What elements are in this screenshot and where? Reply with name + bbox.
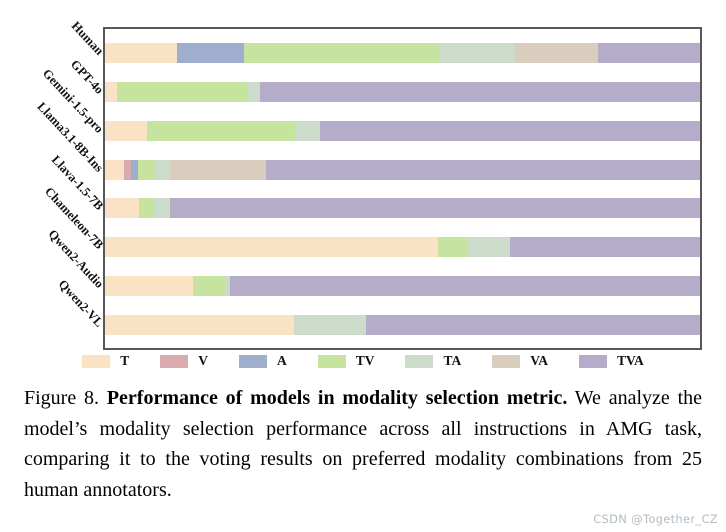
figure-caption: Figure 8. Performance of models in modal… (24, 383, 702, 505)
bar-segment-T (105, 315, 295, 336)
bar-segment-VA (170, 159, 266, 180)
bar-segment-TA (153, 198, 170, 219)
legend-item-T: T (82, 353, 129, 369)
bar-segment-TA (247, 81, 260, 102)
legend-item-A: A (238, 353, 287, 369)
bar-segment-T (105, 43, 177, 63)
bar-segment-T (105, 120, 148, 141)
bar-row-chameleon-7b (105, 237, 700, 258)
legend-label-TVA: TVA (617, 353, 644, 368)
bar-segment-T (105, 198, 139, 219)
bar-segment-TVA (366, 315, 700, 336)
bar-row-human (105, 43, 700, 63)
bar-segment-TVA (265, 159, 700, 180)
chart-legend: T V A TV TA VA TVA (0, 353, 726, 369)
plot-area (103, 27, 702, 350)
bar-segment-TV (147, 120, 296, 141)
bar-segment-TVA (320, 120, 700, 141)
bar-segment-T (105, 276, 194, 297)
legend-item-VA: VA (492, 353, 548, 369)
bar-row-qwen2-vl (105, 315, 700, 336)
bar-segment-TVA (597, 43, 700, 63)
legend-swatch-VA (492, 354, 521, 368)
bar-row-llava-1.5-7b (105, 198, 700, 219)
legend-swatch-TVA (579, 354, 608, 368)
bar-segment-TVA (229, 276, 700, 297)
bar-segment-TV (244, 43, 440, 63)
bar-row-gemini-1.5-pro (105, 120, 700, 141)
bar-segment-A (131, 159, 139, 180)
bar-segment-A (176, 43, 245, 63)
legend-swatch-TA (405, 354, 434, 368)
legend-item-V: V (160, 353, 208, 369)
bar-segment-T (105, 237, 438, 258)
bar-segment-TA (295, 120, 321, 141)
legend-label-VA: VA (530, 353, 549, 368)
bar-segment-TVA (509, 237, 700, 258)
legend-label-TA: TA (443, 353, 462, 368)
bar-row-qwen2-audio (105, 276, 700, 297)
legend-swatch-T (82, 354, 111, 368)
bar-segment-TA (439, 43, 515, 63)
bar-segment-TV (437, 237, 468, 258)
bar-segment-TVA (169, 198, 700, 219)
bar-segment-T (105, 159, 125, 180)
legend-swatch-TV (317, 354, 346, 368)
bar-row-gpt-4o (105, 81, 700, 102)
bar-segment-TA (225, 276, 230, 297)
legend-swatch-V (160, 354, 189, 368)
legend-label-V: V (198, 353, 208, 368)
caption-title: Performance of models in modality select… (106, 387, 568, 409)
bar-segment-TA (294, 315, 367, 336)
bar-segment-TA (467, 237, 510, 258)
legend-item-TVA: TVA (579, 353, 644, 369)
legend-item-TV: TV (317, 353, 375, 369)
bar-row-llama3.1-8b-ins (105, 159, 700, 180)
bar-segment-TVA (259, 81, 700, 102)
bar-segment-TV (138, 198, 154, 219)
caption-body: We analyze the model’s modality selectio… (24, 387, 703, 501)
bar-segment-T (105, 81, 117, 102)
category-label-human: Human (68, 18, 107, 58)
bar-segment-TV (116, 81, 248, 102)
watermark-text: CSDN @Together_CZ (593, 512, 718, 526)
bar-segment-TV (193, 276, 226, 297)
bar-segment-TV (138, 159, 157, 180)
legend-label-TV: TV (355, 353, 375, 368)
legend-label-T: T (120, 353, 130, 368)
bar-segment-TA (156, 159, 171, 180)
bar-segment-VA (514, 43, 598, 63)
caption-prefix: Figure 8. (24, 387, 100, 409)
legend-label-A: A (276, 353, 287, 368)
bar-segment-V (124, 159, 132, 180)
legend-item-TA: TA (405, 353, 461, 369)
legend-swatch-A (238, 354, 267, 368)
